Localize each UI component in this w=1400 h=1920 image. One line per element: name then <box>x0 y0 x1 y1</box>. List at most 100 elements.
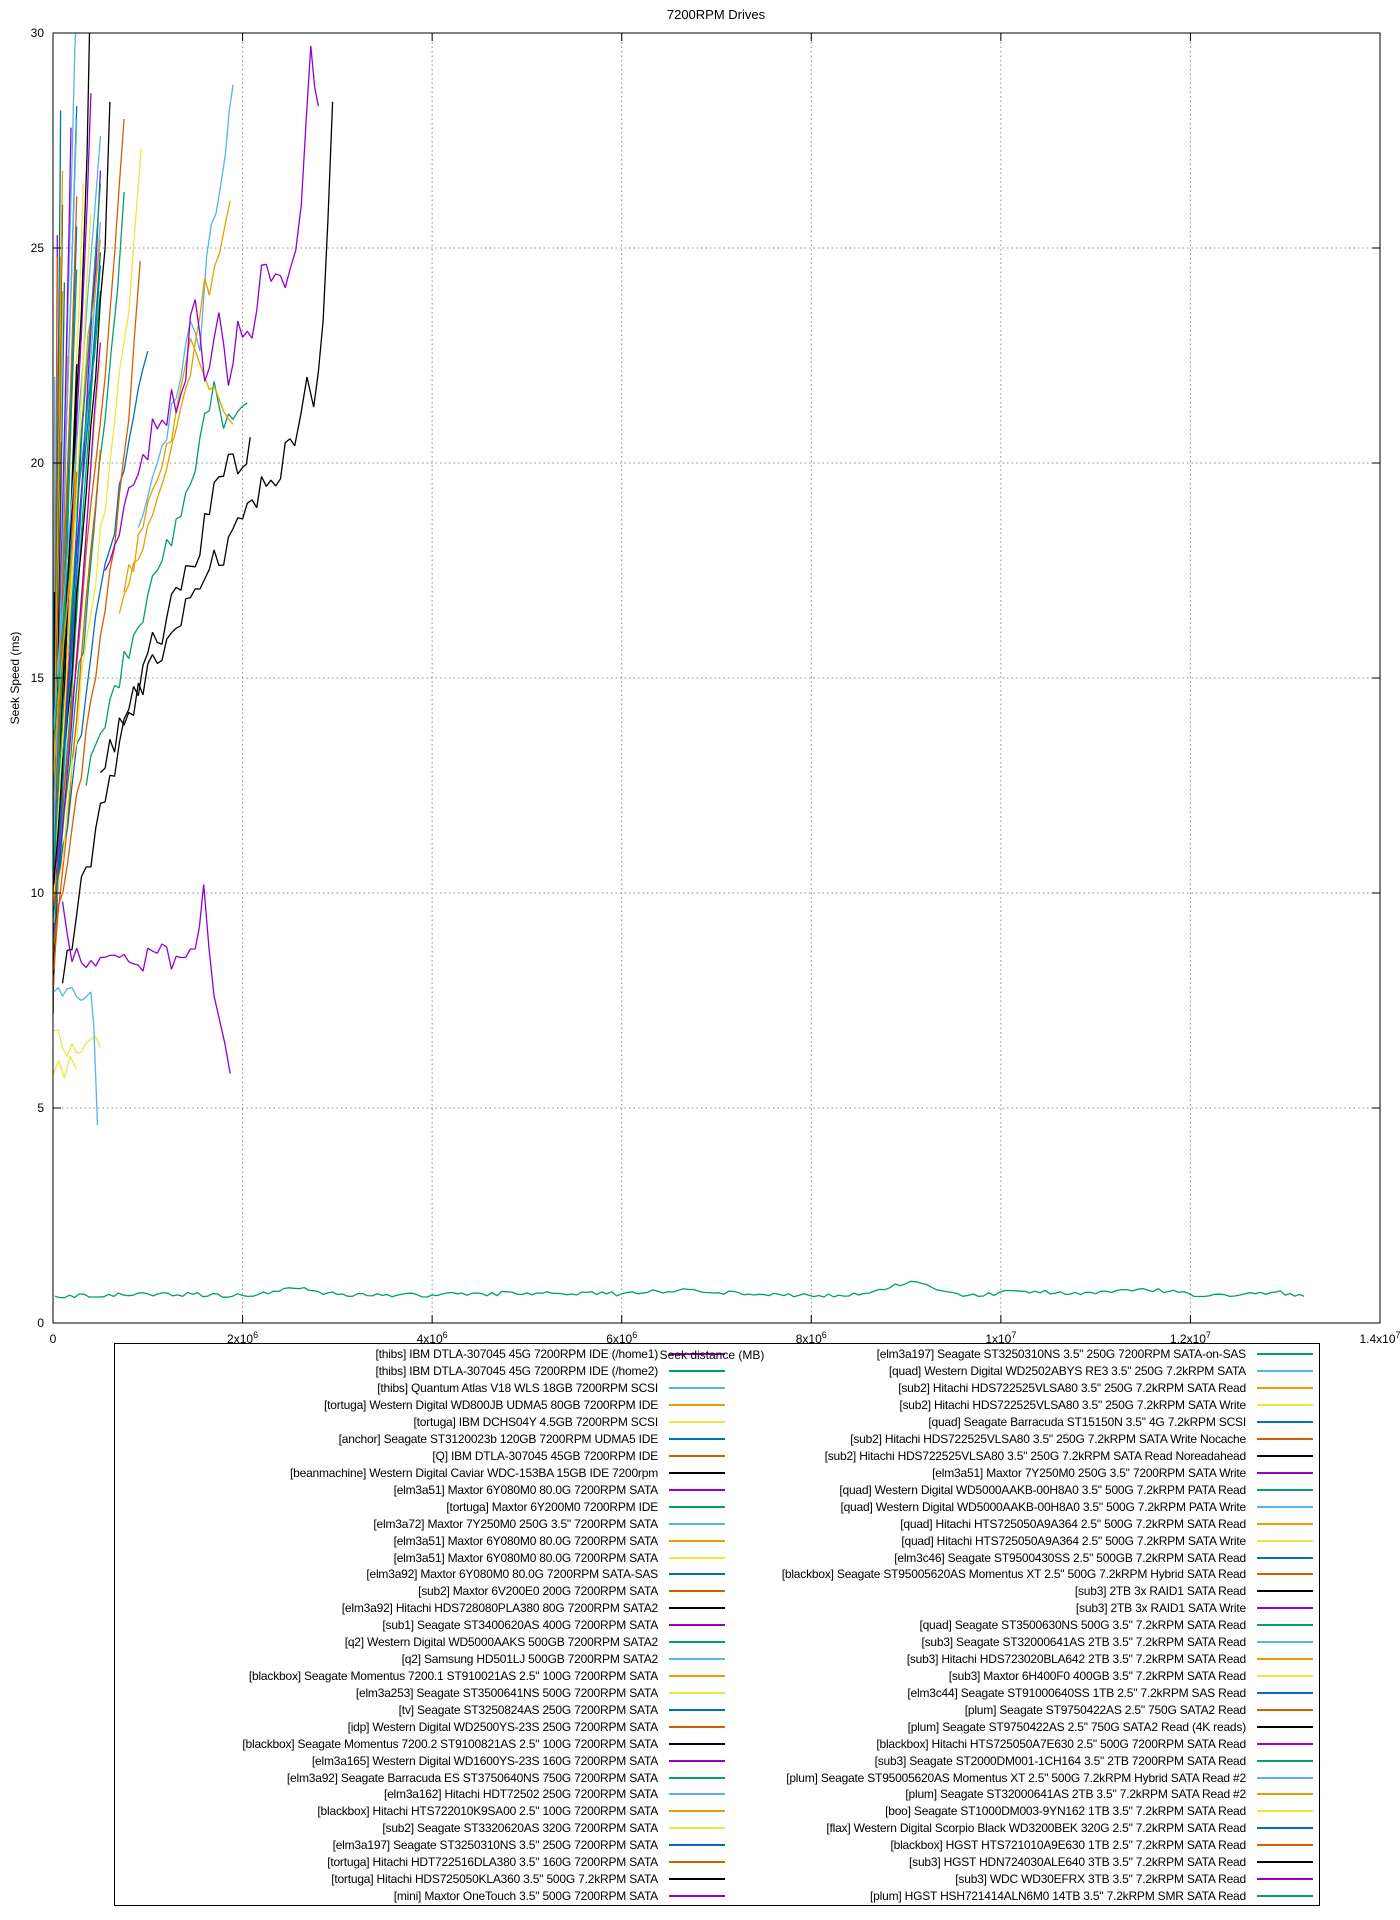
legend-item: [elm3a51] Maxtor 6Y080M0 80.0G 7200RPM S… <box>115 1532 725 1549</box>
legend-color-sample <box>669 1894 725 1897</box>
legend-color-sample <box>1257 1607 1313 1610</box>
legend-item-label: [q2] Western Digital WD5000AAKS 500GB 72… <box>344 1635 658 1650</box>
legend-color-sample <box>1257 1641 1313 1644</box>
series-line <box>137 84 234 528</box>
legend-color-sample <box>1257 1759 1313 1762</box>
legend-color-sample <box>1257 1725 1313 1728</box>
legend-item: [thibs] IBM DTLA-307045 45G 7200RPM IDE … <box>115 1363 725 1380</box>
legend-item: [blackbox] Seagate ST95005620AS Momentus… <box>725 1566 1313 1583</box>
legend-color-sample <box>669 1658 725 1661</box>
legend-color-sample <box>1257 1878 1313 1881</box>
legend-color-sample <box>1257 1522 1313 1525</box>
legend-item-label: [blackbox] Hitachi HTS725050A7E630 2.5" … <box>876 1736 1246 1751</box>
legend-color-sample <box>1257 1454 1313 1457</box>
tick-labels: 0 2x106 4x106 6x106 8x106 1x107 1.2x107 1.4x107… <box>31 26 1400 1346</box>
legend-color-sample <box>1257 1488 1313 1491</box>
legend-item-label: [quad] Hitachi HTS725050A9A364 2.5" 500G… <box>900 1516 1246 1531</box>
legend-item-label: [thibs] Quantum Atlas V18 WLS 18GB 7200R… <box>377 1381 658 1396</box>
legend-item-label: [sub2] Hitachi HDS722525VLSA80 3.5" 250G… <box>850 1432 1246 1447</box>
x-tick-label: 4x106 <box>417 1330 448 1346</box>
legend-color-sample <box>669 1674 725 1677</box>
legend-item: [sub3] HGST HDN724030ALE640 3TB 3.5" 7.2… <box>725 1854 1313 1871</box>
legend-color-sample <box>1257 1658 1313 1661</box>
legend-item-label: [plum] Seagate ST32000641AS 2TB 3.5" 7.2… <box>905 1787 1246 1802</box>
legend-item: [quad] Western Digital WD5000AAKB-00H8A0… <box>725 1498 1313 1515</box>
legend-item-label: [quad] Seagate ST3500630NS 500G 3.5" 7.2… <box>919 1618 1246 1633</box>
legend-item: [quad] Hitachi HTS725050A9A364 2.5" 500G… <box>725 1515 1313 1532</box>
legend-item: [elm3a162] Hitachi HDT72502 250G 7200RPM… <box>115 1786 725 1803</box>
series-line <box>53 351 149 911</box>
legend-color-sample <box>1257 1844 1313 1847</box>
legend-item: [sub3] 2TB 3x RAID1 SATA Read <box>725 1583 1313 1600</box>
legend-color-sample <box>669 1607 725 1610</box>
legend-item: [quad] Seagate Barracuda ST15150N 3.5" 4… <box>725 1414 1313 1431</box>
legend-item-label: [plum] Seagate ST95005620AS Momentus XT … <box>786 1770 1246 1785</box>
legend-item: [elm3a51] Maxtor 7Y250M0 250G 3.5" 7200R… <box>725 1464 1313 1481</box>
legend-item-label: [quad] Western Digital WD2502ABYS RE3 3.… <box>888 1364 1246 1379</box>
legend-color-sample <box>1257 1421 1313 1424</box>
legend-item-label: [tv] Seagate ST3250824AS 250G 7200RPM SA… <box>398 1702 659 1717</box>
legend-color-sample <box>669 1590 725 1593</box>
series-line <box>53 149 142 924</box>
legend-item-label: [beanmachine] Western Digital Caviar WDC… <box>289 1465 658 1480</box>
series-line <box>123 338 234 593</box>
y-tick-label: 25 <box>31 241 45 255</box>
legend-item: [quad] Hitachi HTS725050A9A364 2.5" 500G… <box>725 1532 1313 1549</box>
legend-item: [elm3a72] Maxtor 7Y250M0 250G 3.5" 7200R… <box>115 1515 725 1532</box>
legend-item: [elm3a51] Maxtor 6Y080M0 80.0G 7200RPM S… <box>115 1481 725 1498</box>
legend-color-sample <box>669 1793 725 1796</box>
series-line <box>61 884 231 1074</box>
legend-item-label: [elm3a92] Seagate Barracuda ES ST3750640… <box>286 1770 658 1785</box>
legend-color-sample <box>669 1844 725 1847</box>
legend-item-label: [Q] IBM DTLA-307045 45GB 7200RPM IDE <box>432 1448 658 1463</box>
legend-item: [sub2] Hitachi HDS722525VLSA80 3.5" 250G… <box>725 1397 1313 1414</box>
legend-color-sample <box>1257 1404 1313 1407</box>
gridlines <box>53 33 1380 1323</box>
legend-item: [plum] HGST HSH721414ALN6M0 14TB 3.5" 7.… <box>725 1888 1313 1905</box>
series-line <box>53 1056 78 1079</box>
y-tick-label: 30 <box>31 26 45 40</box>
legend-color-sample <box>1257 1861 1313 1864</box>
x-axis-label: Seek distance (MB) <box>659 1348 765 1362</box>
legend-color-sample <box>669 1370 725 1373</box>
legend-color-sample <box>1257 1505 1313 1508</box>
legend-item: [quad] Western Digital WD2502ABYS RE3 3.… <box>725 1363 1313 1380</box>
legend-color-sample <box>1257 1776 1313 1779</box>
y-tick-label: 10 <box>31 886 45 900</box>
legend-item-label: [flax] Western Digital Scorpio Black WD3… <box>826 1821 1246 1836</box>
series-line <box>53 239 102 773</box>
legend-color-sample <box>669 1810 725 1813</box>
legend-item-label: [sub2] Hitachi HDS722525VLSA80 3.5" 250G… <box>824 1448 1247 1463</box>
x-tick-label: 1x107 <box>985 1330 1016 1346</box>
legend-item-label: [sub3] Seagate ST2000DM001-1CH164 3.5" 2… <box>874 1753 1247 1768</box>
legend-color-sample <box>1257 1471 1313 1474</box>
legend-item-label: [plum] Seagate ST9750422AS 2.5" 750G SAT… <box>964 1702 1246 1717</box>
legend-item: [sub1] Seagate ST3400620AS 400G 7200RPM … <box>115 1617 725 1634</box>
legend-item: [Q] IBM DTLA-307045 45GB 7200RPM IDE <box>115 1448 725 1465</box>
series-line <box>53 127 72 911</box>
legend-color-sample <box>669 1556 725 1559</box>
legend-item-label: [tortuga] IBM DCHS04Y 4.5GB 7200RPM SCSI <box>413 1415 658 1430</box>
legend-item-label: [quad] Western Digital WD5000AAKB-00H8A0… <box>839 1482 1246 1497</box>
series-line <box>53 118 78 851</box>
x-tick-label: 6x106 <box>606 1330 637 1346</box>
legend-color-sample <box>1257 1827 1313 1830</box>
legend-color-sample <box>669 1505 725 1508</box>
legend-item: [plum] Seagate ST95005620AS Momentus XT … <box>725 1769 1313 1786</box>
legend-color-sample <box>669 1488 725 1491</box>
legend-item-label: [elm3c46] Seagate ST9500430SS 2.5" 500GB… <box>894 1550 1246 1565</box>
series-lines <box>53 33 1305 1299</box>
legend-item-label: [elm3a165] Western Digital WD1600YS-23S … <box>311 1753 658 1768</box>
legend-item-label: [sub2] Hitachi HDS722525VLSA80 3.5" 250G… <box>898 1381 1246 1396</box>
series-line <box>104 45 320 571</box>
legend-color-sample <box>1257 1742 1313 1745</box>
legend-color-sample <box>669 1878 725 1881</box>
legend-item: [plum] Seagate ST9750422AS 2.5" 750G SAT… <box>725 1718 1313 1735</box>
legend-color-sample <box>1257 1387 1313 1390</box>
legend-item: [tortuga] Maxtor 6Y200M0 7200RPM IDE <box>115 1498 725 1515</box>
legend-color-sample <box>669 1759 725 1762</box>
legend-item: [blackbox] Hitachi HTS722010K9SA00 2.5" … <box>115 1803 725 1820</box>
legend-item-label: [elm3a92] Hitachi HDS728080PLA380 80G 72… <box>341 1601 658 1616</box>
legend-item-label: [elm3a51] Maxtor 6Y080M0 80.0G 7200RPM S… <box>393 1482 659 1497</box>
legend-item-label: [thibs] IBM DTLA-307045 45G 7200RPM IDE … <box>375 1347 658 1362</box>
